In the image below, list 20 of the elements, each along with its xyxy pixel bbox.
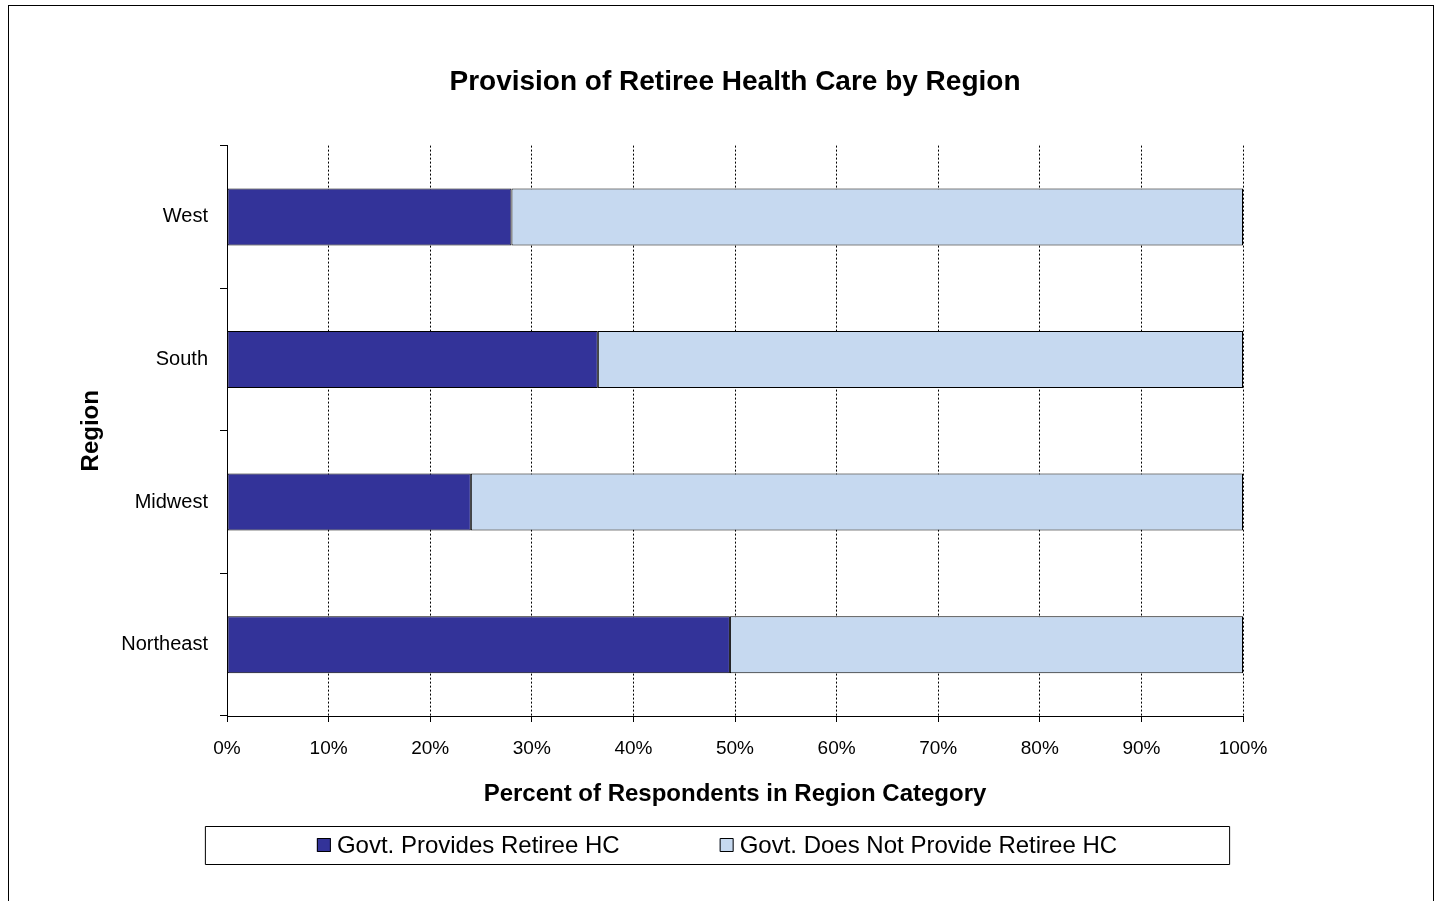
x-axis-title: Percent of Respondents in Region Category (483, 779, 988, 807)
x-tick-label: 10% (309, 736, 348, 758)
x-tick-label: 80% (1020, 736, 1059, 758)
x-tick-label: 0% (213, 736, 241, 758)
x-tick-label: 20% (411, 736, 450, 758)
x-tick-label: 30% (512, 736, 551, 758)
y-axis-title: Region (76, 390, 104, 472)
x-tick-label: 50% (715, 736, 755, 758)
chart-title: Provision of Retiree Health Care by Region (449, 64, 1021, 96)
x-tick-label: 100% (1218, 736, 1268, 758)
y-tick-label: Northeast (121, 632, 209, 655)
y-tick-label: Midwest (134, 489, 209, 512)
y-tick-label: West (162, 204, 209, 227)
y-tick-label: South (155, 347, 208, 370)
legend-label: Govt. Provides Retiree HC (336, 830, 620, 858)
x-tick-label: 40% (614, 736, 653, 758)
x-tick-label: 90% (1122, 736, 1161, 758)
x-tick-label: 60% (817, 736, 856, 758)
legend-label: Govt. Does Not Provide Retiree HC (739, 830, 1118, 858)
x-tick-label: 70% (919, 736, 958, 758)
